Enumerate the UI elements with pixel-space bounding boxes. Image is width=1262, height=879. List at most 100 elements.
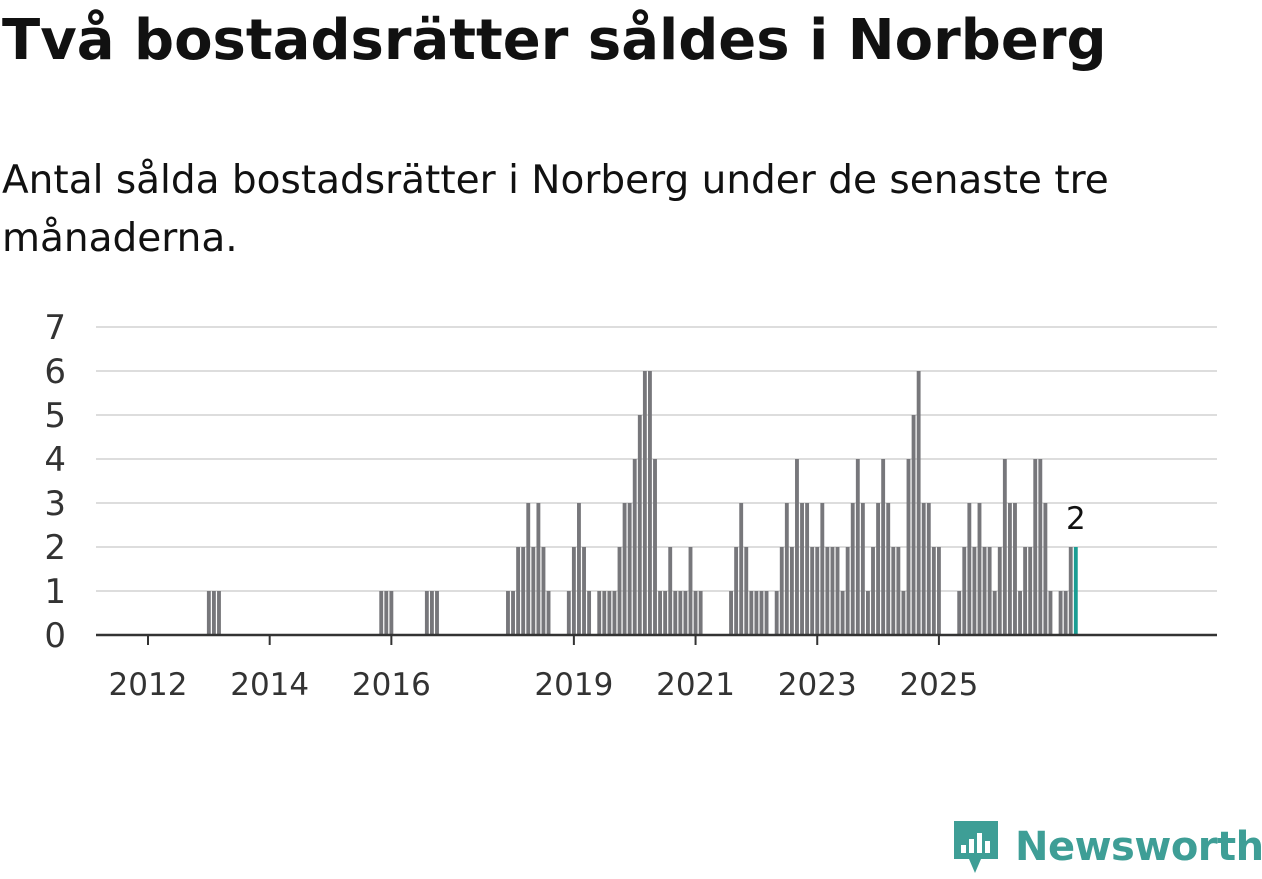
newsworthy-logo: Newsworthy — [951, 817, 1262, 877]
bar — [881, 459, 886, 635]
bar — [972, 547, 977, 635]
bar — [206, 591, 211, 635]
bar — [577, 503, 581, 635]
bar — [739, 503, 744, 635]
bar — [678, 591, 683, 635]
bar — [211, 591, 216, 635]
bar — [424, 591, 429, 635]
last-value-label: 2 — [1066, 501, 1086, 537]
y-tick-label: 6 — [44, 352, 66, 392]
bar — [1007, 503, 1012, 635]
bars — [206, 371, 1078, 635]
bar — [1068, 547, 1073, 635]
bar — [1033, 459, 1038, 635]
bar — [1043, 503, 1048, 635]
bar — [779, 547, 784, 635]
bar — [871, 547, 875, 635]
bar — [435, 591, 439, 635]
bar — [850, 503, 855, 635]
bar — [511, 591, 515, 635]
bar — [957, 591, 962, 635]
bar — [759, 591, 764, 635]
bar — [637, 415, 642, 635]
bar — [835, 547, 840, 635]
bar — [506, 591, 510, 635]
bar — [876, 503, 881, 635]
x-tick-label: 2016 — [352, 667, 431, 703]
bar — [774, 591, 779, 635]
bar — [805, 503, 810, 635]
bar — [658, 591, 663, 635]
bar — [546, 591, 551, 635]
bar — [217, 591, 221, 635]
bar — [688, 547, 693, 635]
bar — [845, 547, 850, 635]
bar — [911, 415, 916, 635]
bar — [967, 503, 972, 635]
bar — [764, 591, 769, 635]
bar — [815, 547, 820, 635]
y-tick-label: 3 — [44, 484, 66, 524]
bar-highlighted — [1073, 547, 1078, 635]
x-tick-label: 2025 — [899, 667, 978, 703]
bar — [648, 371, 652, 635]
bar — [632, 459, 637, 635]
bar — [683, 591, 688, 635]
bar — [1058, 591, 1063, 635]
bar — [521, 547, 526, 635]
bar — [653, 459, 657, 635]
bar — [1048, 591, 1053, 635]
bar — [597, 591, 602, 635]
x-tick-label: 2014 — [230, 667, 309, 703]
bar — [800, 503, 804, 635]
bar — [566, 591, 571, 635]
x-tick-label: 2023 — [778, 667, 857, 703]
bar — [992, 591, 997, 635]
bar — [916, 371, 921, 635]
bar — [693, 591, 698, 635]
y-tick-label: 2 — [44, 528, 66, 568]
bar — [784, 503, 789, 635]
bar — [384, 591, 389, 635]
bar — [789, 547, 794, 635]
bar — [901, 591, 906, 635]
bar — [810, 547, 815, 635]
bar — [977, 503, 982, 635]
y-tick-label: 1 — [44, 572, 66, 612]
bar — [1013, 503, 1017, 635]
bar — [617, 547, 622, 635]
bar — [855, 459, 860, 635]
bar — [582, 547, 586, 635]
x-axis-ticks: 2012 2014 2016 2019 2021 2023 2025 — [109, 635, 978, 703]
bar — [1063, 591, 1068, 635]
x-tick-label: 2019 — [534, 667, 613, 703]
bar — [673, 591, 678, 635]
y-tick-label: 5 — [44, 396, 66, 436]
bar — [749, 591, 754, 635]
bar — [997, 547, 1002, 635]
bar — [541, 547, 546, 635]
bar — [962, 547, 967, 635]
bar — [931, 547, 936, 635]
bar — [1002, 459, 1007, 635]
y-tick-label: 4 — [44, 440, 66, 480]
bar — [587, 591, 592, 635]
bar — [921, 503, 926, 635]
bar — [987, 547, 992, 635]
bar — [622, 503, 627, 635]
bar — [1018, 591, 1022, 635]
bar — [825, 547, 830, 635]
newsworthy-logo-icon — [954, 821, 998, 873]
chart-subtitle: Antal sålda bostadsrätter i Norberg unde… — [2, 158, 1109, 261]
data-labels: 2 — [1066, 501, 1086, 537]
chart-title: Två bostadsrätter såldes i Norberg — [2, 8, 1107, 73]
y-tick-label: 0 — [44, 616, 66, 656]
bar — [906, 459, 911, 635]
bar — [754, 591, 759, 635]
bar — [734, 547, 739, 635]
x-tick-label: 2012 — [109, 667, 188, 703]
bar — [536, 503, 541, 635]
bar — [1023, 547, 1028, 635]
bar — [886, 503, 891, 635]
